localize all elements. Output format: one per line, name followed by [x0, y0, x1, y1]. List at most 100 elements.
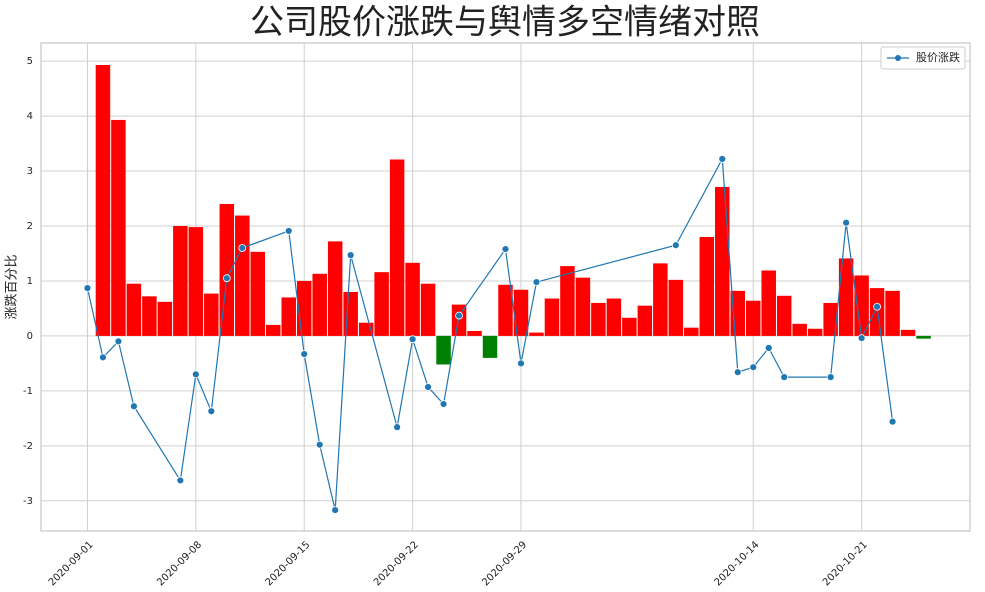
line-point [671, 241, 680, 250]
bar [312, 273, 327, 336]
line-point [346, 251, 355, 260]
bar [637, 305, 653, 336]
x-tick-label: 2020-09-29 [480, 539, 529, 588]
line-point [331, 506, 340, 515]
bar [668, 279, 684, 336]
bar [142, 296, 157, 336]
line-point [424, 383, 432, 391]
bar [374, 272, 389, 336]
bar [529, 332, 544, 336]
legend-label: 股价涨跌 [916, 50, 960, 64]
bar [715, 186, 730, 336]
y-tick-label: 1 [27, 276, 33, 287]
bar [343, 291, 358, 336]
bar [916, 335, 931, 339]
bar [467, 330, 482, 336]
line-point [315, 440, 324, 449]
line-point [718, 155, 727, 163]
y-tick-label: -2 [23, 441, 33, 452]
bar [405, 262, 420, 336]
bar [776, 295, 792, 336]
bar [745, 300, 761, 336]
bar [389, 159, 405, 336]
bar [792, 323, 807, 336]
line-point [129, 402, 138, 411]
line-point [408, 335, 417, 344]
bar [173, 226, 188, 336]
line-point [733, 368, 742, 377]
line-point [888, 417, 897, 426]
bar [281, 297, 296, 336]
line-point [532, 278, 541, 286]
bar [653, 263, 668, 336]
y-tick-label: -1 [23, 386, 33, 397]
x-tick-label: 2020-10-14 [713, 539, 762, 588]
line-point [238, 244, 247, 252]
bar [575, 277, 591, 336]
bar [869, 288, 885, 336]
y-tick-label: 2 [27, 221, 33, 232]
bar [204, 293, 219, 336]
bar [126, 283, 142, 336]
y-axis-label: 涨跌百分比 [4, 254, 20, 319]
line-point [393, 423, 402, 432]
bar [699, 236, 715, 336]
line-point [749, 363, 758, 372]
bar [111, 119, 126, 336]
bar [684, 327, 699, 336]
bar [838, 258, 854, 336]
line-point [857, 334, 866, 343]
x-tick-label: 2020-10-21 [821, 539, 870, 588]
bar [900, 329, 916, 336]
line-point [842, 218, 851, 227]
bar [761, 270, 776, 336]
bar [560, 266, 575, 336]
y-tick-label: 0 [27, 331, 33, 342]
legend-marker [895, 55, 901, 61]
line-point [284, 227, 293, 235]
bar [513, 289, 529, 336]
bar [482, 335, 498, 358]
x-tick-label: 2020-09-22 [372, 539, 421, 588]
bar [235, 215, 250, 336]
line-point [826, 373, 835, 382]
y-tick-label: 4 [27, 111, 33, 122]
line-point [207, 407, 216, 416]
line-point [501, 245, 510, 253]
bar [266, 324, 281, 336]
bar [219, 204, 235, 336]
bar [157, 301, 173, 336]
bar [296, 280, 312, 336]
x-tick-label: 2020-09-08 [155, 539, 204, 588]
line-point [517, 359, 525, 368]
bar [451, 304, 467, 336]
line-point [99, 353, 107, 362]
bar [436, 335, 451, 365]
bar [250, 251, 266, 336]
y-tick-label: 3 [27, 166, 33, 177]
bar [327, 241, 343, 336]
bar [188, 227, 204, 336]
line-point [455, 311, 463, 320]
line-point [780, 373, 789, 382]
line-point [114, 337, 123, 346]
y-tick-label: 5 [27, 56, 33, 67]
line-point [83, 284, 92, 292]
bar [807, 328, 823, 336]
bar [498, 284, 513, 336]
bar [544, 298, 560, 336]
line-point [300, 350, 309, 358]
line-point [764, 344, 773, 352]
bar [885, 290, 900, 336]
line-point [176, 476, 185, 485]
line-point [222, 274, 231, 283]
bar [823, 302, 838, 336]
bar [606, 298, 622, 336]
x-tick-label: 2020-09-01 [47, 539, 96, 588]
chart-title: 公司股价涨跌与舆情多空情绪对照 [250, 3, 760, 43]
legend-box [880, 46, 966, 70]
line-point [439, 400, 448, 408]
bar [591, 302, 606, 336]
line-point [873, 302, 881, 311]
